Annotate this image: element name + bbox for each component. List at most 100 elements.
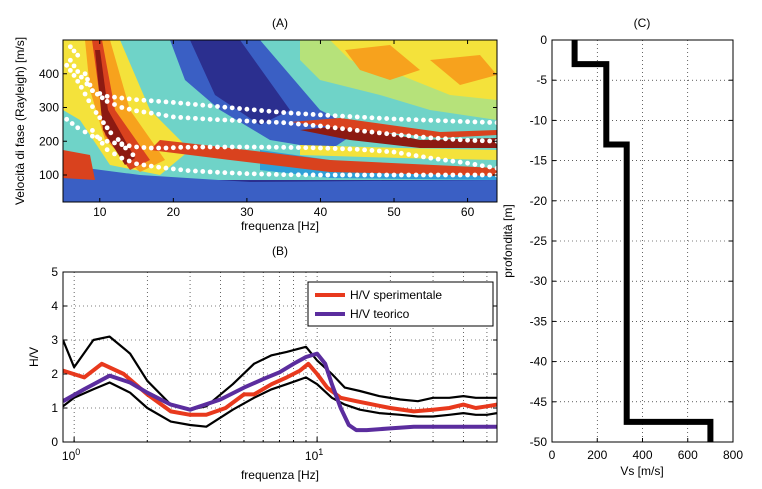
panel-b: (B) 0 1 2 3 4 5 100 101 frequenza [Hz] H/V H/V … — [27, 244, 498, 482]
modal-curve-point — [472, 162, 478, 167]
modal-curve-point — [457, 172, 463, 178]
modal-curve-point — [126, 158, 132, 164]
panel-a-heatmap — [63, 40, 497, 202]
panel-a-frame — [62, 39, 498, 203]
modal-curve-point — [222, 144, 228, 150]
modal-curve-point — [428, 155, 434, 161]
y-tick-label: 0 — [51, 435, 58, 449]
modal-curve-point — [450, 136, 456, 142]
y-tick-label: -50 — [530, 435, 548, 449]
modal-curve-point — [207, 169, 213, 175]
modal-curve-point — [479, 163, 485, 169]
modal-curve-point — [134, 97, 139, 103]
modal-curve-point — [318, 145, 323, 151]
x-tick-label: 600 — [678, 448, 698, 462]
modal-curve-point — [332, 113, 338, 119]
modal-curve-point — [170, 114, 176, 120]
modal-curve-point — [376, 115, 382, 121]
modal-curve-point — [244, 118, 250, 124]
modal-curve-point — [325, 172, 331, 178]
modal-curve-point — [108, 130, 114, 136]
y-tick-label: 300 — [39, 101, 59, 115]
modal-curve-point — [170, 145, 176, 151]
modal-curve-point — [244, 144, 250, 150]
modal-curve-point — [332, 125, 338, 131]
modal-curve-point — [303, 122, 309, 128]
y-tick-label: 0 — [540, 33, 547, 47]
modal-curve-point — [237, 144, 242, 150]
y-tick-label: 400 — [39, 67, 59, 81]
modal-curve-point — [435, 172, 441, 178]
modal-curve-point — [251, 107, 257, 113]
modal-curve-point — [450, 118, 456, 124]
panel-b-ylabel: H/V — [27, 347, 41, 367]
modal-curve-point — [472, 138, 478, 143]
y-tick-label: -40 — [530, 355, 548, 369]
modal-curve-point — [229, 117, 235, 123]
modal-curve-point — [200, 169, 206, 174]
panel-a-title: (A) — [272, 16, 288, 30]
modal-curve-point — [251, 118, 257, 124]
modal-curves — [64, 44, 497, 178]
y-tick-label: -5 — [536, 73, 547, 87]
modal-curve-point — [207, 144, 213, 150]
modal-curve-point — [222, 117, 228, 123]
modal-curve-point — [443, 157, 448, 163]
modal-curve-point — [406, 117, 412, 122]
heatmap-region — [63, 165, 497, 202]
modal-curve-point — [215, 144, 220, 150]
modal-curve-point — [222, 170, 228, 176]
modal-curve-point — [104, 93, 110, 99]
modal-curve-point — [86, 98, 92, 104]
modal-curve-point — [148, 98, 154, 104]
modal-curve-point — [354, 128, 360, 133]
modal-curve-point — [141, 97, 147, 103]
panel-b-series — [63, 335, 497, 433]
modal-curve-point — [101, 120, 106, 126]
modal-curve-point — [354, 114, 360, 120]
modal-curve-point — [362, 128, 367, 134]
modal-curve-point — [178, 100, 184, 106]
modal-curve-point — [75, 125, 81, 131]
modal-curve-point — [200, 116, 206, 122]
modal-curve-point — [413, 134, 419, 139]
modal-curve-point — [215, 104, 220, 109]
y-tick-label: -10 — [530, 113, 548, 127]
x-tick-label: 20 — [167, 205, 181, 219]
modal-curve-point — [82, 71, 88, 77]
modal-curve-point — [487, 164, 493, 170]
modal-curve-point — [295, 145, 301, 150]
modal-curve-point — [369, 148, 375, 153]
modal-curve-point — [237, 170, 242, 176]
modal-curve-point — [347, 114, 353, 119]
modal-curve-point — [310, 172, 316, 178]
modal-curve-point — [134, 144, 139, 150]
modal-curve-point — [193, 168, 198, 174]
modal-curve-point — [170, 100, 176, 105]
modal-curve-point — [99, 95, 105, 101]
y-tick-label: -45 — [530, 395, 548, 409]
modal-curve-point — [119, 95, 125, 101]
modal-curve-point — [406, 152, 412, 157]
y-tick-label: 100 — [39, 168, 59, 182]
modal-curve-point — [178, 167, 184, 173]
modal-curve-point — [384, 116, 390, 121]
x-tick-label: 0 — [549, 448, 556, 462]
modal-curve-point — [156, 98, 162, 104]
modal-curve-point — [354, 146, 360, 152]
y-tick-label: 5 — [51, 265, 58, 279]
panel-b-axes: 0 1 2 3 4 5 100 101 — [51, 265, 497, 463]
series-envelope — [63, 376, 497, 428]
modal-curve-point — [325, 112, 331, 118]
modal-curve-point — [288, 145, 294, 150]
modal-curve-point — [428, 117, 434, 123]
modal-curve-point — [362, 114, 367, 120]
modal-curve-point — [472, 172, 478, 178]
modal-curve-point — [487, 172, 493, 178]
modal-curve-point — [93, 110, 99, 115]
modal-curve-point — [303, 172, 309, 178]
modal-curve-point — [259, 119, 265, 125]
modal-curve-point — [112, 140, 117, 146]
modal-curve-point — [347, 127, 353, 132]
modal-curve-point — [200, 144, 206, 150]
